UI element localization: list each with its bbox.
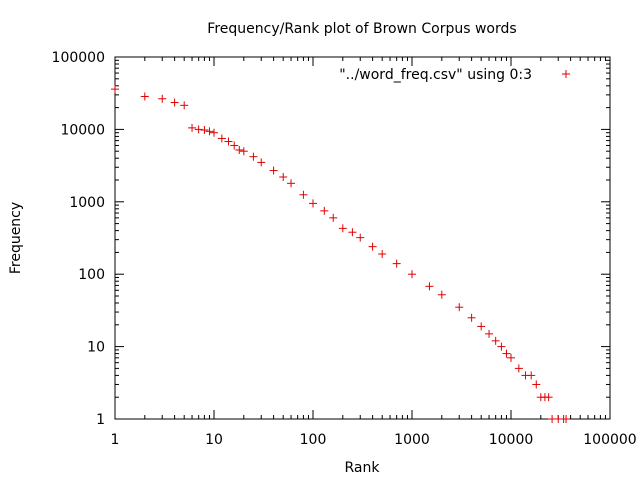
y-axis: 1 10 100 1000 10000 100000	[52, 50, 610, 428]
data-point	[287, 179, 296, 188]
y-tick-label: 100000	[52, 50, 105, 66]
data-point	[485, 329, 494, 338]
data-point	[348, 228, 357, 237]
data-point	[491, 336, 500, 345]
data-point	[180, 101, 189, 110]
data-point	[455, 303, 464, 312]
data-point	[392, 259, 401, 268]
data-point	[230, 141, 239, 150]
y-tick-label: 1	[96, 412, 105, 428]
data-point	[562, 415, 571, 423]
data-points	[111, 85, 571, 423]
data-point	[425, 282, 434, 291]
y-tick-label: 10	[87, 340, 105, 356]
x-tick-label: 10	[205, 432, 223, 448]
data-point	[507, 353, 515, 362]
data-point	[544, 393, 553, 402]
data-point	[497, 342, 506, 351]
data-point	[514, 364, 523, 373]
data-point	[368, 242, 377, 251]
data-point	[378, 250, 387, 259]
data-point	[320, 206, 329, 215]
x-axis-label: Rank	[345, 460, 381, 476]
data-point	[299, 190, 308, 199]
y-axis-label: Frequency	[8, 202, 24, 274]
data-point	[217, 134, 226, 143]
data-point	[309, 199, 317, 208]
data-point	[257, 158, 266, 167]
data-point	[194, 125, 203, 134]
data-point	[111, 85, 119, 94]
legend: "../word_freq.csv" using 0:3	[339, 67, 570, 83]
x-tick-label: 100	[300, 432, 327, 448]
data-point	[224, 137, 233, 146]
data-point	[467, 313, 476, 322]
data-point	[200, 126, 209, 135]
data-point	[239, 147, 248, 156]
data-point	[532, 380, 541, 389]
data-point	[235, 145, 244, 154]
data-point	[269, 166, 278, 175]
data-point	[477, 322, 486, 331]
data-point	[170, 98, 179, 107]
x-tick-label: 1000	[394, 432, 430, 448]
data-point	[210, 128, 218, 137]
data-point	[205, 127, 214, 136]
y-tick-label: 10000	[60, 122, 105, 138]
data-point	[279, 173, 288, 182]
legend-plus-marker	[562, 70, 570, 78]
legend-marker	[562, 70, 570, 78]
data-point	[188, 123, 197, 132]
legend-label: "../word_freq.csv" using 0:3	[339, 67, 532, 83]
x-tick-label: 10000	[489, 432, 534, 448]
x-tick-label: 100000	[583, 432, 636, 448]
plot-area-frame	[114, 56, 611, 420]
data-point	[502, 349, 511, 358]
data-point	[329, 213, 338, 222]
data-point	[140, 92, 149, 101]
y-tick-label: 1000	[69, 195, 105, 211]
x-axis: 1 10 100 1000 10000 100000	[111, 57, 637, 448]
y-tick-label: 100	[78, 267, 105, 283]
data-point	[437, 290, 446, 299]
chart-title: Frequency/Rank plot of Brown Corpus word…	[207, 21, 516, 37]
data-point	[527, 371, 536, 380]
data-point	[408, 270, 416, 279]
data-point	[338, 224, 347, 233]
x-tick-label: 1	[111, 432, 120, 448]
data-point	[356, 233, 365, 242]
data-point	[249, 152, 258, 161]
data-point	[158, 94, 167, 103]
